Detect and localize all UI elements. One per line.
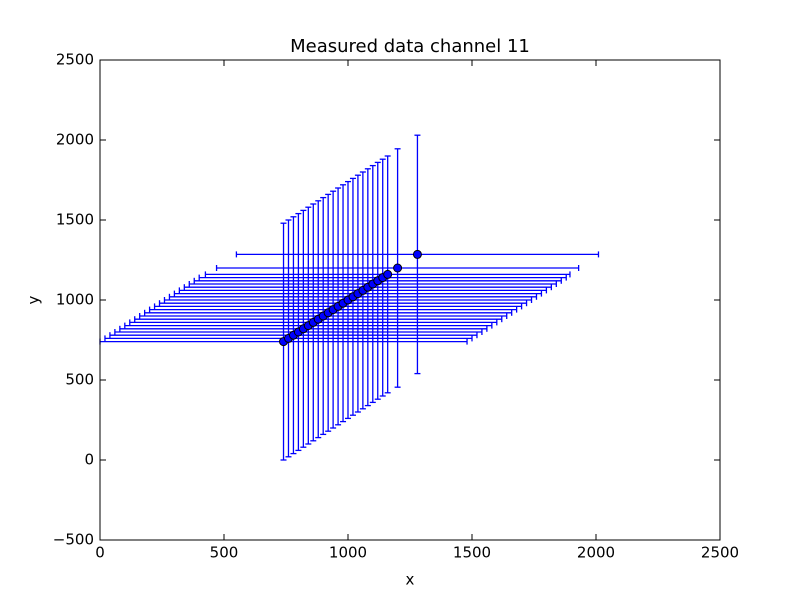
plot-frame (99, 59, 721, 541)
x-tick-label: 500 (210, 544, 239, 562)
x-tick-label: 2000 (577, 544, 615, 562)
y-tick-label: 500 (65, 371, 94, 389)
y-axis-label: y (25, 295, 43, 304)
y-tick-label: 2000 (56, 131, 94, 149)
data-point (412, 249, 422, 259)
x-tick-label: 1000 (329, 544, 367, 562)
y-tick-label: 0 (84, 451, 94, 469)
x-tick-label: 2500 (701, 544, 739, 562)
data-point (393, 263, 403, 273)
x-axis-label: x (406, 571, 415, 589)
x-tick-label: 0 (95, 544, 105, 562)
y-tick-label: −500 (53, 531, 94, 549)
y-tick-label: 1500 (56, 211, 94, 229)
y-tick-label: 2500 (56, 51, 94, 69)
chart-title: Measured data channel 11 (290, 36, 530, 57)
data-point (383, 269, 393, 279)
x-tick-label: 1500 (453, 544, 491, 562)
y-tick-label: 1000 (56, 291, 94, 309)
